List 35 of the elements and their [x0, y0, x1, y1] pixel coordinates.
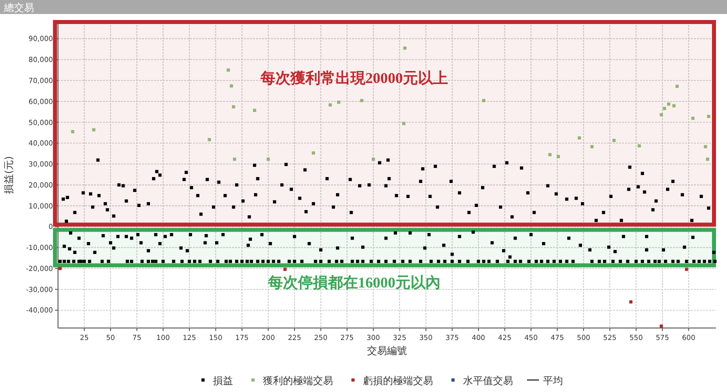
point: [667, 102, 670, 106]
point: [660, 113, 663, 116]
band-label: 每次停損都在16000元以內: [266, 274, 440, 292]
point: [684, 268, 688, 271]
band-label: 每次獲利常出現20000元以上: [259, 70, 448, 87]
x-axis-title: 交易編號: [367, 345, 407, 357]
point: [328, 103, 332, 107]
point: [232, 158, 236, 161]
point: [638, 144, 641, 148]
legend-label: 平均: [543, 375, 563, 387]
point: [676, 84, 679, 88]
legend-label: 水平值交易: [463, 375, 513, 387]
point: [672, 104, 676, 108]
legend-label: 虧損的極端交易: [363, 375, 433, 387]
point: [691, 116, 694, 120]
title: 總交易: [4, 3, 34, 14]
point: [660, 324, 663, 328]
point: [232, 105, 236, 108]
y-axis-title: 損益(元): [3, 156, 15, 194]
point: [402, 122, 406, 126]
point: [337, 100, 340, 104]
point: [71, 130, 74, 134]
legend-label: 獲利的極端交易: [263, 375, 333, 387]
point: [92, 128, 96, 132]
point: [590, 145, 594, 148]
point: [226, 68, 230, 72]
legend-label: 損益: [213, 375, 233, 387]
point: [482, 98, 486, 102]
point: [706, 158, 710, 161]
point: [704, 145, 708, 148]
point: [266, 158, 270, 161]
point: [283, 268, 287, 271]
point: [360, 98, 364, 102]
point: [556, 154, 560, 158]
point: [372, 158, 375, 161]
